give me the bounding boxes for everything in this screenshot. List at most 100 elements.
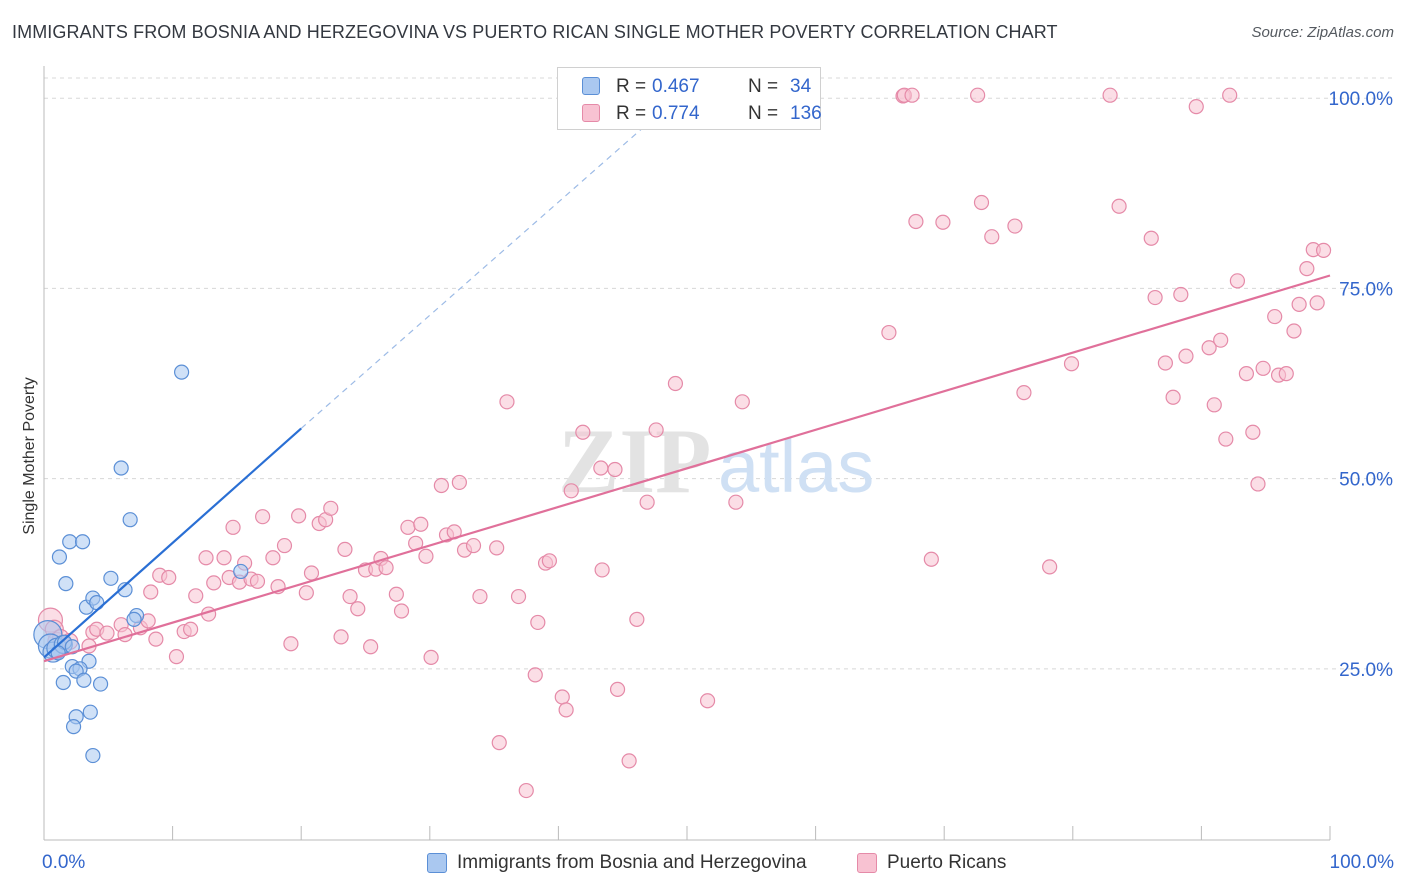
puerto-rican-point <box>923 551 939 567</box>
legend-swatch-pink <box>857 853 877 873</box>
puerto-rican-point <box>1173 286 1189 303</box>
puerto-rican-point <box>1250 476 1266 492</box>
puerto-rican-point <box>1278 366 1294 382</box>
puerto-rican-point <box>148 631 164 647</box>
legend-label-puerto-rican: Puerto Ricans <box>887 852 1007 873</box>
puerto-rican-point <box>648 422 664 438</box>
y-tick-label: 75.0% <box>1339 279 1393 300</box>
bosnia-point <box>233 563 249 580</box>
n-label: N = <box>748 76 779 97</box>
y-tick-labels: 25.0% 50.0% 75.0% 100.0% <box>1329 89 1394 681</box>
puerto-rican-point <box>1201 340 1217 356</box>
n-value: 136 <box>790 103 822 124</box>
puerto-rican-point <box>594 562 610 578</box>
puerto-rican-point <box>206 575 222 591</box>
puerto-rican-point <box>216 550 232 566</box>
puerto-rican-point <box>298 585 314 601</box>
bosnia-point <box>55 674 71 691</box>
puerto-rican-point <box>168 649 185 665</box>
bosnia-point <box>62 534 78 550</box>
puerto-rican-point <box>472 588 488 605</box>
puerto-rican-point <box>393 603 410 619</box>
puerto-rican-point <box>1016 385 1032 401</box>
bosnia-point <box>92 676 109 692</box>
puerto-rican-point <box>639 494 655 510</box>
puerto-rican-point <box>491 735 507 751</box>
puerto-rican-point <box>530 614 546 631</box>
puerto-rican-point <box>609 681 626 697</box>
watermark-atlas: atlas <box>718 425 874 508</box>
puerto-rican-point <box>291 508 307 524</box>
puerto-rican-point <box>973 194 990 211</box>
n-value: 34 <box>790 76 812 97</box>
puerto-rican-point <box>699 693 716 709</box>
bosnia-point <box>85 747 101 764</box>
puerto-rican-point <box>563 483 579 499</box>
puerto-rican-point <box>510 588 527 605</box>
y-tick-label: 50.0% <box>1339 470 1393 491</box>
r-value: 0.467 <box>652 76 700 97</box>
puerto-rican-point <box>904 87 920 103</box>
puerto-rican-point <box>518 782 534 799</box>
legend-label-bosnia: Immigrants from Bosnia and Herzegovina <box>457 852 807 873</box>
puerto-rican-point <box>489 540 505 556</box>
puerto-rican-point <box>333 629 349 645</box>
series-legend: Immigrants from Bosnia and Herzegovina P… <box>0 852 1406 878</box>
puerto-rican-point <box>527 667 543 683</box>
bosnia-points <box>33 364 249 764</box>
puerto-rican-point <box>1238 366 1255 382</box>
puerto-rican-point <box>667 375 684 392</box>
puerto-rican-point <box>1309 295 1325 311</box>
puerto-rican-point <box>541 553 557 569</box>
puerto-rican-point <box>303 565 320 581</box>
puerto-rican-point <box>276 537 293 554</box>
puerto-rican-point <box>161 569 177 586</box>
puerto-rican-point <box>1147 289 1163 306</box>
x-tick-label-max: 100.0% <box>1329 852 1394 873</box>
puerto-rican-point <box>935 214 951 230</box>
puerto-rican-point <box>1286 323 1302 339</box>
bosnia-trend-extension <box>300 116 656 429</box>
puerto-rican-point <box>1218 431 1234 447</box>
bosnia-point <box>113 460 129 476</box>
bosnia-point <box>117 582 133 598</box>
puerto-rican-point <box>1042 559 1058 575</box>
puerto-rican-point <box>342 588 358 605</box>
puerto-rican-point <box>1178 348 1194 364</box>
puerto-rican-point <box>1245 424 1261 440</box>
puerto-rican-point <box>1007 218 1023 234</box>
x-tick-label-min: 0.0% <box>42 852 86 873</box>
bosnia-trend-line <box>43 427 302 659</box>
puerto-rican-trend-line <box>43 274 1331 663</box>
puerto-rican-point <box>265 550 281 566</box>
puerto-rican-point <box>1188 99 1204 115</box>
puerto-rican-point <box>621 753 637 769</box>
puerto-rican-point <box>1143 230 1159 246</box>
puerto-rican-point <box>593 460 609 476</box>
bosnia-point <box>103 570 119 586</box>
puerto-rican-point <box>1315 242 1332 258</box>
y-tick-label: 100.0% <box>1329 89 1394 110</box>
puerto-rican-point <box>465 537 482 554</box>
puerto-rican-point <box>1267 308 1283 325</box>
puerto-rican-point <box>970 87 986 103</box>
puerto-rican-point <box>423 649 439 666</box>
puerto-rican-point <box>1299 261 1315 277</box>
puerto-rican-point <box>1165 389 1181 405</box>
bosnia-point <box>51 549 68 565</box>
puerto-rican-point <box>143 584 159 600</box>
puerto-rican-point <box>881 324 897 341</box>
puerto-rican-point <box>1229 273 1246 289</box>
puerto-rican-point <box>99 625 115 641</box>
trend-lines <box>43 116 1331 663</box>
legend-swatch-pink <box>582 104 600 122</box>
puerto-rican-point <box>378 560 394 576</box>
puerto-rican-point <box>908 213 924 230</box>
puerto-rican-point <box>249 573 266 589</box>
puerto-rican-point <box>418 548 434 564</box>
puerto-rican-point <box>1291 296 1307 313</box>
puerto-rican-point <box>451 474 467 491</box>
bosnia-point <box>126 611 142 627</box>
r-value: 0.774 <box>652 103 700 124</box>
puerto-rican-point <box>575 424 591 440</box>
